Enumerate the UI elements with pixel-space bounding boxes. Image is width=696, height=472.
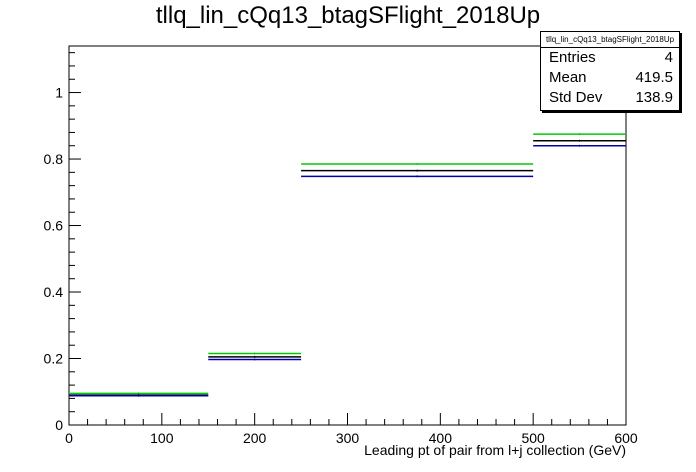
stats-box: tllq_lin_cQq13_btagSFlight_2018Up Entrie… — [540, 31, 680, 111]
y-tick-label: 0.8 — [44, 151, 64, 167]
x-tick-label: 200 — [243, 430, 267, 446]
y-tick-label: 0.6 — [44, 218, 64, 234]
y-tick-label: 0.4 — [44, 284, 64, 300]
x-tick-label: 500 — [521, 430, 545, 446]
x-tick-label: 0 — [65, 430, 73, 446]
x-tick-label: 400 — [429, 430, 453, 446]
stats-row-mean: Mean 419.5 — [541, 68, 679, 88]
y-tick-label: 1 — [55, 85, 63, 101]
x-tick-label: 100 — [150, 430, 174, 446]
y-tick-label: 0 — [55, 417, 63, 433]
chart-title: tllq_lin_cQq13_btagSFlight_2018Up — [155, 2, 541, 29]
stats-row-stddev: Std Dev 138.9 — [541, 88, 679, 108]
x-tick-label: 300 — [336, 430, 360, 446]
x-axis-label: Leading pt of pair from l+j collection (… — [364, 442, 626, 458]
stats-row-entries: Entries 4 — [541, 48, 679, 68]
y-tick-label: 0.2 — [44, 351, 64, 367]
stats-label: Std Dev — [549, 89, 603, 106]
x-tick-label: 600 — [614, 430, 638, 446]
stats-label: Mean — [549, 69, 587, 86]
stats-value: 419.5 — [635, 69, 673, 86]
stats-label: Entries — [549, 49, 596, 66]
stats-value: 138.9 — [635, 89, 673, 106]
stats-value: 4 — [664, 49, 673, 66]
stats-box-title: tllq_lin_cQq13_btagSFlight_2018Up — [541, 32, 679, 48]
